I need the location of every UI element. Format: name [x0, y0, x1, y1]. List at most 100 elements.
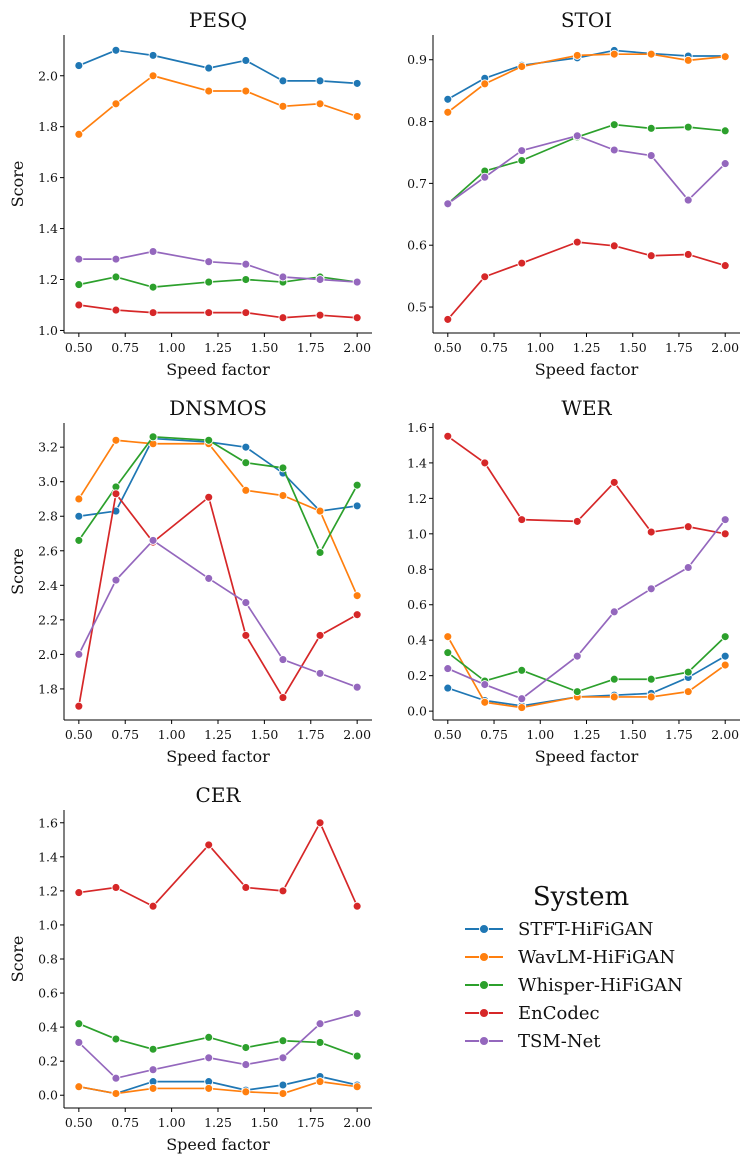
data-point	[241, 1087, 251, 1097]
y-tick-label: 1.2	[38, 883, 58, 898]
data-point	[720, 660, 730, 670]
data-point	[683, 250, 693, 259]
data-point	[74, 254, 84, 264]
data-point	[74, 701, 84, 711]
data-point	[646, 584, 656, 594]
series-stft-hifigan	[74, 45, 362, 88]
series-line	[78, 1075, 358, 1095]
data-point	[609, 477, 619, 487]
series-whisper-hifigan	[74, 432, 362, 557]
x-axis-label: Speed factor	[166, 1135, 270, 1154]
x-tick-label: 1.00	[526, 340, 554, 355]
y-tick-label: 1.6	[38, 815, 58, 830]
data-point	[480, 79, 490, 89]
data-point	[148, 282, 158, 292]
series-tsm-net	[443, 131, 730, 209]
series-wavlm-hifigan	[74, 1077, 362, 1098]
series-line	[78, 437, 358, 518]
data-point	[111, 1089, 121, 1098]
chart-title: STOI	[561, 8, 612, 32]
y-tick-label: 0.7	[407, 176, 427, 191]
data-point	[111, 489, 121, 499]
data-point	[352, 1082, 362, 1092]
data-point	[572, 50, 582, 60]
y-tick-label: 1.4	[38, 849, 58, 864]
data-point	[74, 535, 84, 545]
data-point	[315, 1019, 325, 1029]
y-tick-label: 2.4	[38, 578, 58, 593]
y-tick-label: 0.8	[407, 114, 427, 129]
data-point	[315, 668, 325, 678]
data-point	[720, 632, 730, 642]
y-tick-label: 1.6	[38, 170, 58, 185]
data-point	[646, 692, 656, 702]
x-tick-label: 1.25	[204, 727, 232, 742]
data-point	[204, 63, 214, 73]
data-point	[148, 71, 158, 81]
x-tick-label: 1.00	[158, 727, 186, 742]
chart-panel-cer: CER 0.50 0.75 1.00 1.25 1.50 1.75 2.00 0.0 0.2 0.4…	[8, 783, 372, 1154]
data-point	[720, 261, 730, 271]
series-encodec	[74, 489, 362, 711]
data-point	[609, 120, 619, 130]
x-axis-label: Speed factor	[535, 747, 639, 766]
data-point	[720, 651, 730, 661]
data-point	[517, 146, 527, 156]
data-point	[315, 630, 325, 640]
data-point	[517, 156, 527, 165]
y-tick-label: 3.2	[38, 440, 58, 455]
series-line	[78, 250, 358, 283]
data-point	[443, 314, 453, 324]
data-point	[572, 516, 582, 526]
series-whisper-hifigan	[74, 1019, 362, 1061]
x-tick-label: 0.50	[65, 727, 93, 742]
data-point	[204, 308, 214, 318]
data-point	[204, 492, 214, 502]
series-line	[78, 821, 358, 908]
x-tick-label: 0.75	[480, 340, 508, 355]
data-point	[480, 172, 490, 182]
y-tick-label: 2.6	[38, 543, 58, 558]
data-point	[74, 494, 84, 504]
legend-marker	[479, 952, 489, 962]
data-point	[315, 1077, 325, 1087]
data-point	[443, 648, 453, 658]
data-point	[278, 1053, 288, 1063]
data-point	[111, 1073, 121, 1083]
data-point	[278, 1080, 288, 1090]
data-point	[111, 272, 121, 282]
x-axis-label: Speed factor	[535, 360, 639, 379]
y-tick-label: 3.0	[38, 474, 58, 489]
data-point	[241, 259, 251, 269]
data-point	[352, 1009, 362, 1018]
data-point	[572, 687, 582, 697]
y-tick-label: 0.8	[407, 562, 427, 577]
y-tick-label: 0.6	[407, 597, 427, 612]
y-axis-label: Score	[8, 548, 27, 595]
series-line	[447, 123, 726, 205]
chart-panel-pesq: PESQ 0.50 0.75 1.00 1.25 1.50 1.75 2.00 1.0 1.2 1.…	[8, 8, 372, 379]
data-point	[352, 1051, 362, 1061]
data-point	[148, 432, 158, 442]
series-line	[447, 241, 726, 320]
y-tick-label: 2.0	[38, 68, 58, 83]
data-point	[241, 1060, 251, 1070]
legend-entry-tsm-net: TSM-Net	[465, 1031, 601, 1052]
data-point	[352, 591, 362, 601]
y-tick-label: 0.0	[407, 704, 427, 719]
legend-entry-encodec: EnCodec	[465, 1003, 600, 1024]
data-point	[683, 55, 693, 65]
chart-title: WER	[561, 396, 612, 420]
chart-title: PESQ	[189, 8, 247, 32]
data-point	[646, 49, 656, 59]
data-point	[148, 901, 158, 911]
series-wavlm-hifigan	[74, 435, 362, 601]
data-point	[315, 99, 325, 109]
chart-title: DNSMOS	[169, 396, 267, 420]
legend-marker	[479, 1036, 489, 1046]
legend-marker	[479, 924, 489, 934]
x-tick-label: 1.50	[619, 340, 647, 355]
y-axis-label: Score	[8, 936, 27, 983]
data-point	[609, 241, 619, 251]
data-point	[148, 1044, 158, 1054]
